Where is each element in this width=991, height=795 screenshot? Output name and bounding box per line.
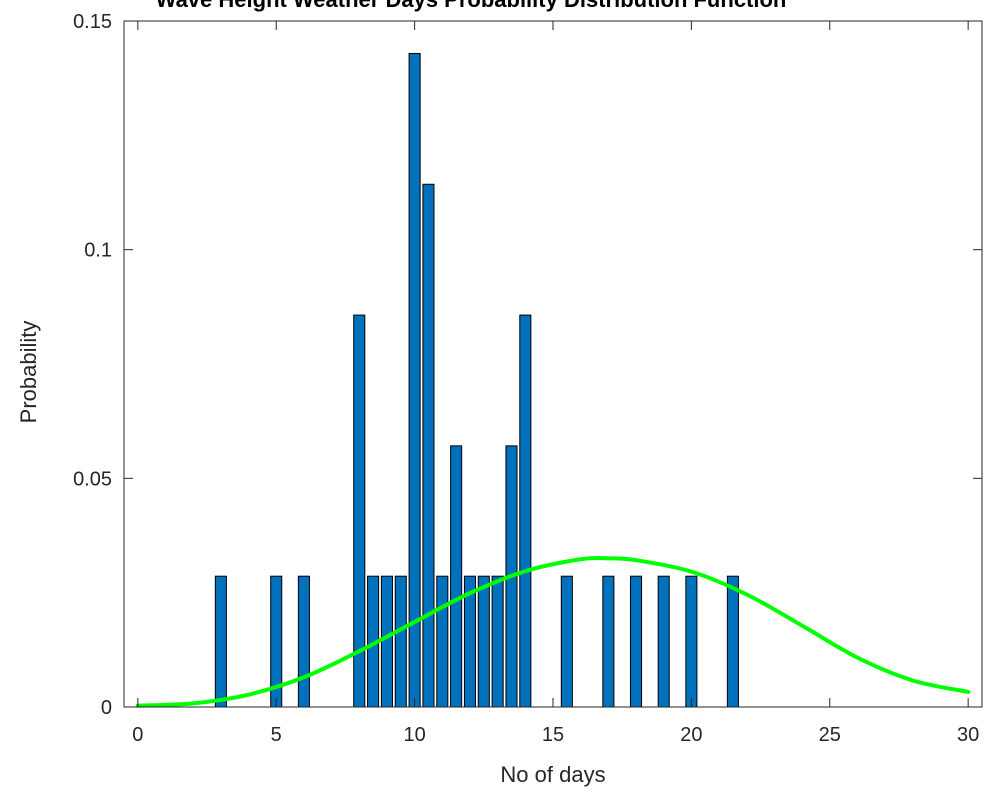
bar-8 [422,183,435,708]
y-axis-label: Probability [16,321,41,424]
bar-5 [380,575,393,708]
bar-0 [214,575,227,708]
chart-title: Wave Height Weather Days Probability Dis… [156,0,787,12]
bar-20 [685,575,698,708]
bar-10 [450,445,463,708]
bar-19 [657,575,670,708]
bar-15 [519,314,532,708]
axes: 0 5 10 15 20 25 30 0 0.05 0.1 0.15 [73,11,983,746]
plot-frame [123,20,983,708]
pdf-curve [135,555,971,708]
bar-17 [602,575,615,708]
bar-9 [436,575,449,708]
bar-12 [477,575,490,708]
pdf-curve-layer [135,555,971,708]
x-tick-label-6: 30 [957,724,979,746]
bar-21 [726,575,739,708]
bar-16 [560,575,573,708]
bar-7 [408,52,421,708]
x-tick-label-5: 25 [819,724,841,746]
bar-series [137,52,969,708]
x-tick-label-4: 20 [680,724,702,746]
y-tick-label-1: 0.05 [73,468,112,490]
y-tick-label-3: 0.15 [73,11,112,33]
y-tick-label-0: 0 [101,697,112,719]
x-tick-label-1: 5 [271,724,282,746]
y-tick-label-2: 0.1 [84,240,112,262]
x-axis-label: No of days [500,762,605,787]
bar-13 [491,575,504,708]
bar-6 [394,575,407,708]
bar-2 [297,575,310,708]
x-tick-label-2: 10 [403,724,425,746]
x-tick-label-3: 15 [542,724,564,746]
bar-18 [629,575,643,708]
x-tick-label-0: 0 [132,724,143,746]
